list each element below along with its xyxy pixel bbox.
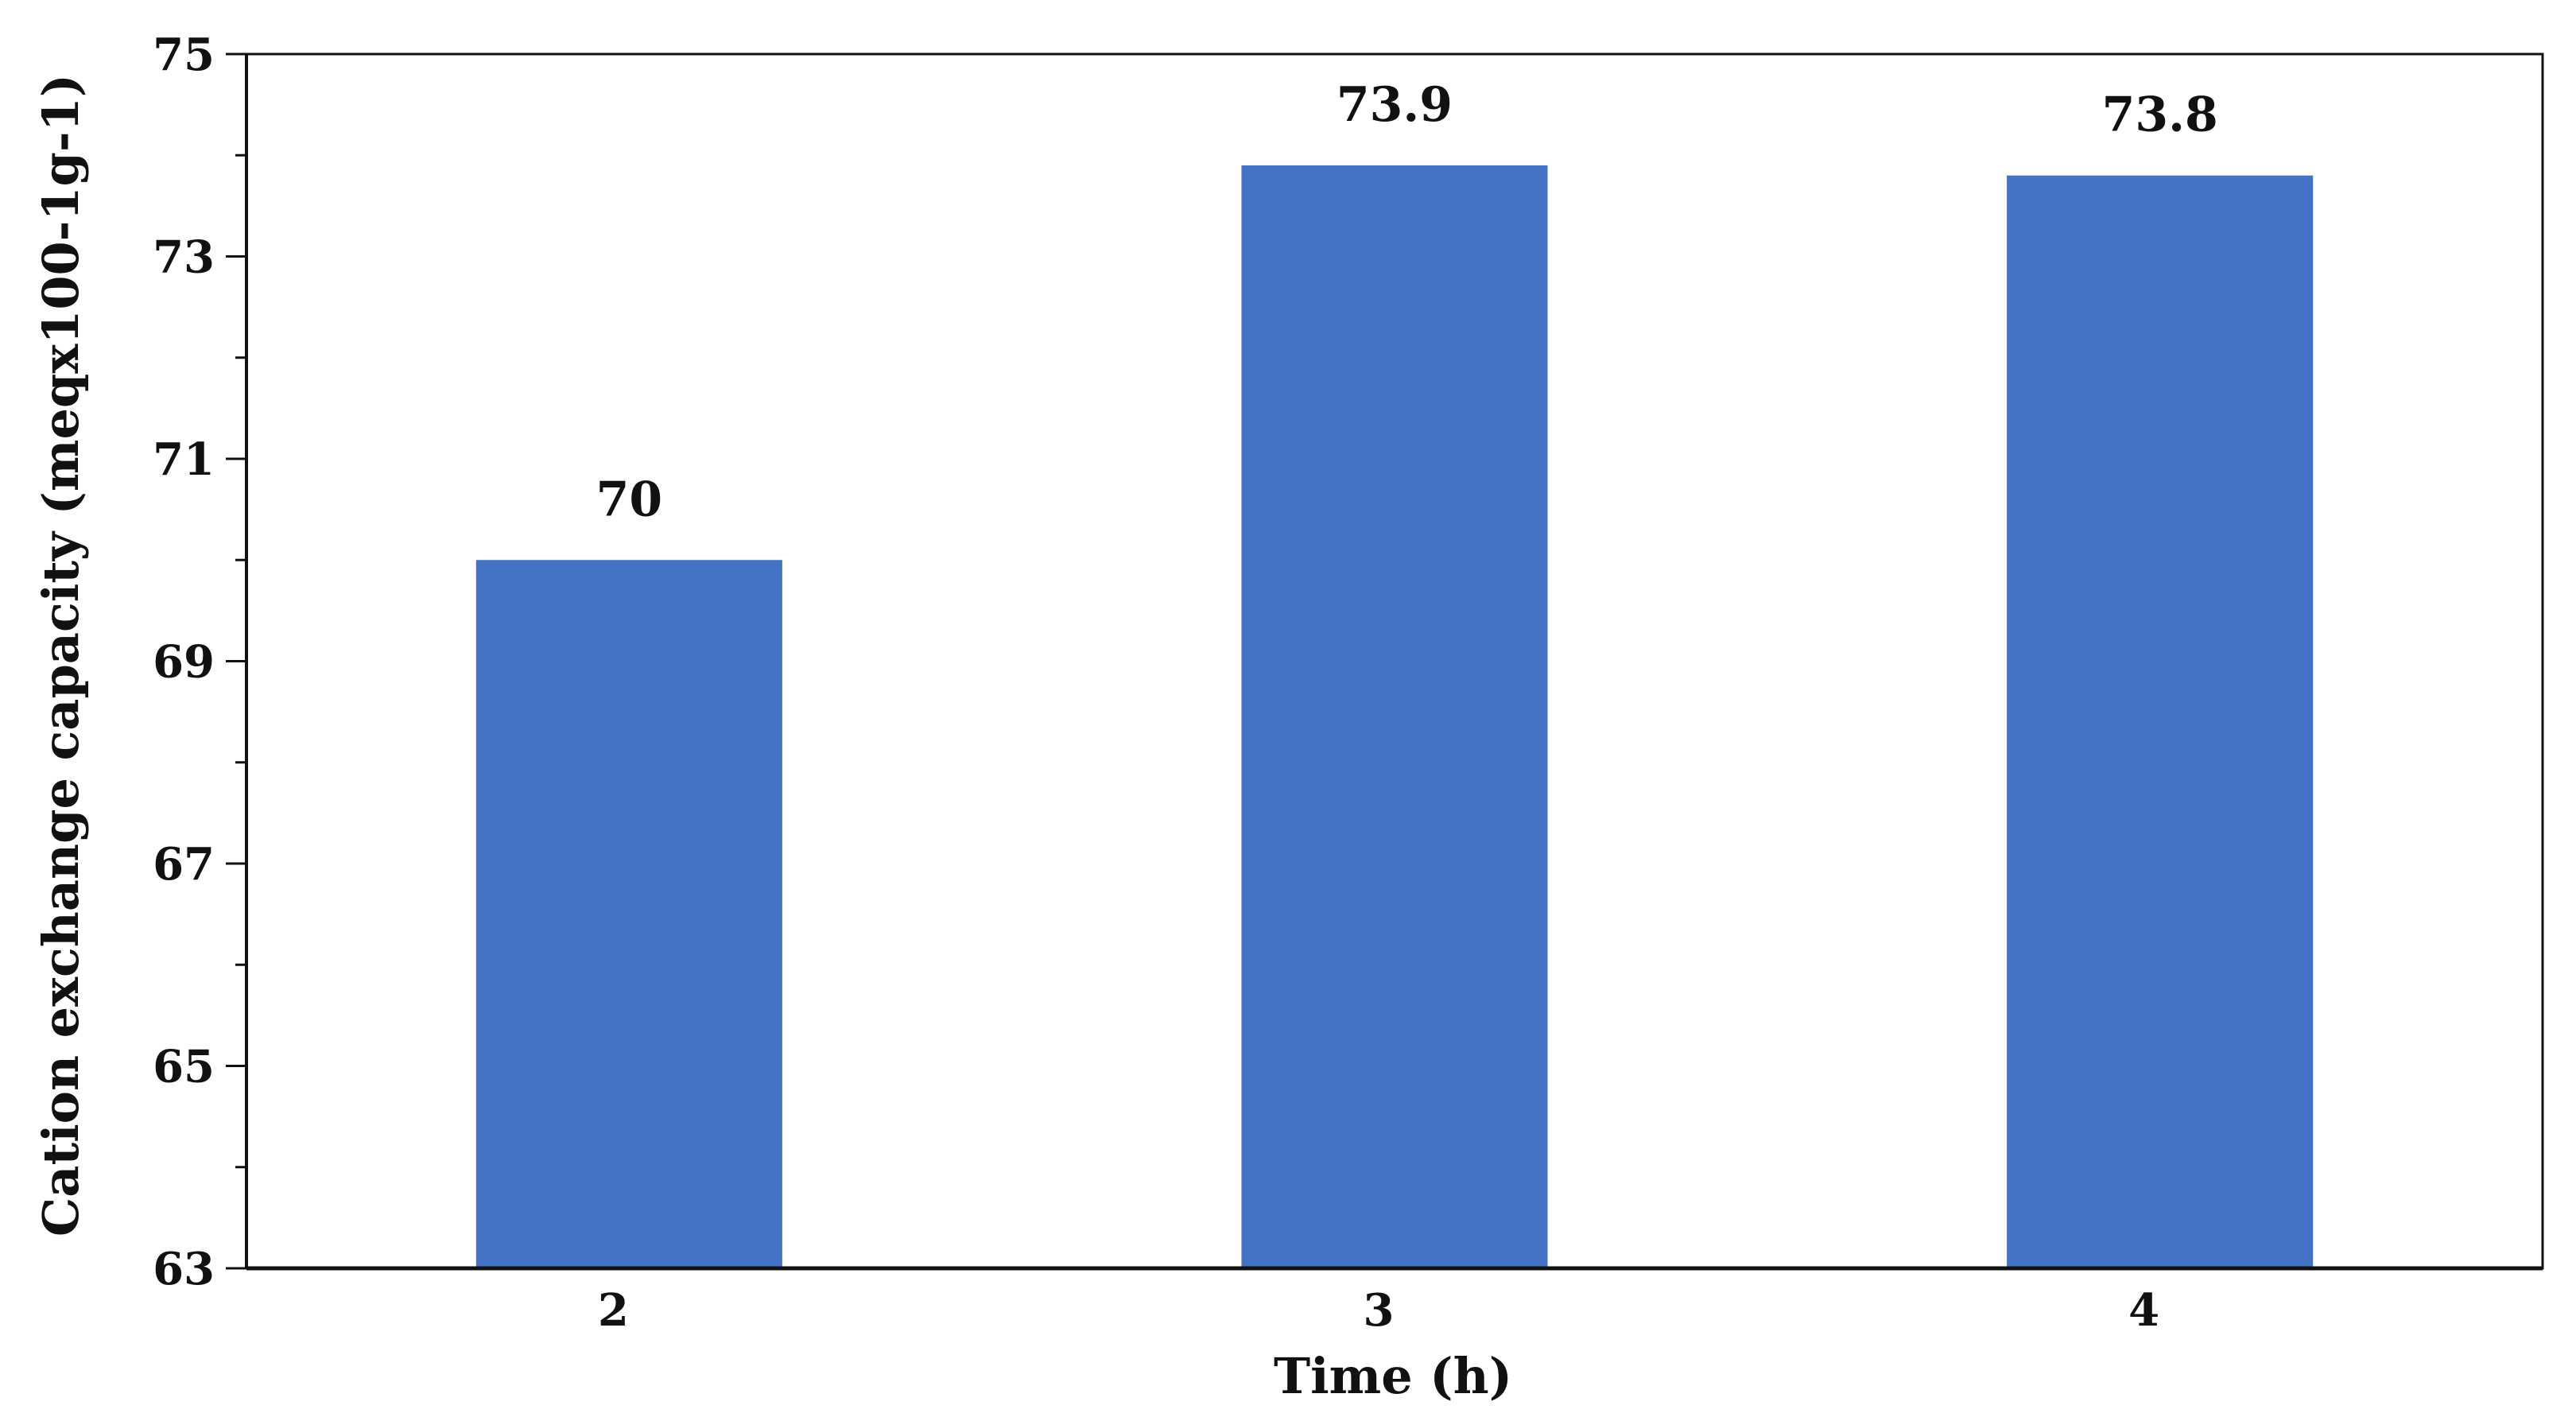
x-tick-label: 2 [598,1284,629,1337]
x-axis: 2 3 4 [246,1266,2543,1337]
bar-data-label: 73.9 [1336,77,1453,133]
y-tick-label: 63 [153,1243,215,1295]
x-tick-label: 4 [2128,1284,2159,1337]
y-tick-label: 65 [153,1041,215,1093]
y-axis-title: Cation exchange capacity (meqx100-1g-1) [32,74,90,1236]
y-tick-label: 75 [153,29,215,81]
bar [1241,165,1548,1269]
y-axis: 63 65 67 69 71 73 75 [153,29,248,1295]
x-tick-label: 3 [1364,1284,1395,1337]
y-tick-label: 67 [153,838,215,891]
y-tick-label: 73 [153,231,215,284]
bar-data-label: 70 [596,472,663,527]
y-tick-label: 71 [153,433,215,486]
x-axis-title: Time (h) [1274,1347,1512,1405]
bar [2007,175,2314,1269]
bars-group: 70 73.9 73.8 [475,77,2314,1269]
bar [475,560,782,1268]
y-tick-label: 69 [153,636,215,689]
bar-data-label: 73.8 [2102,87,2218,143]
